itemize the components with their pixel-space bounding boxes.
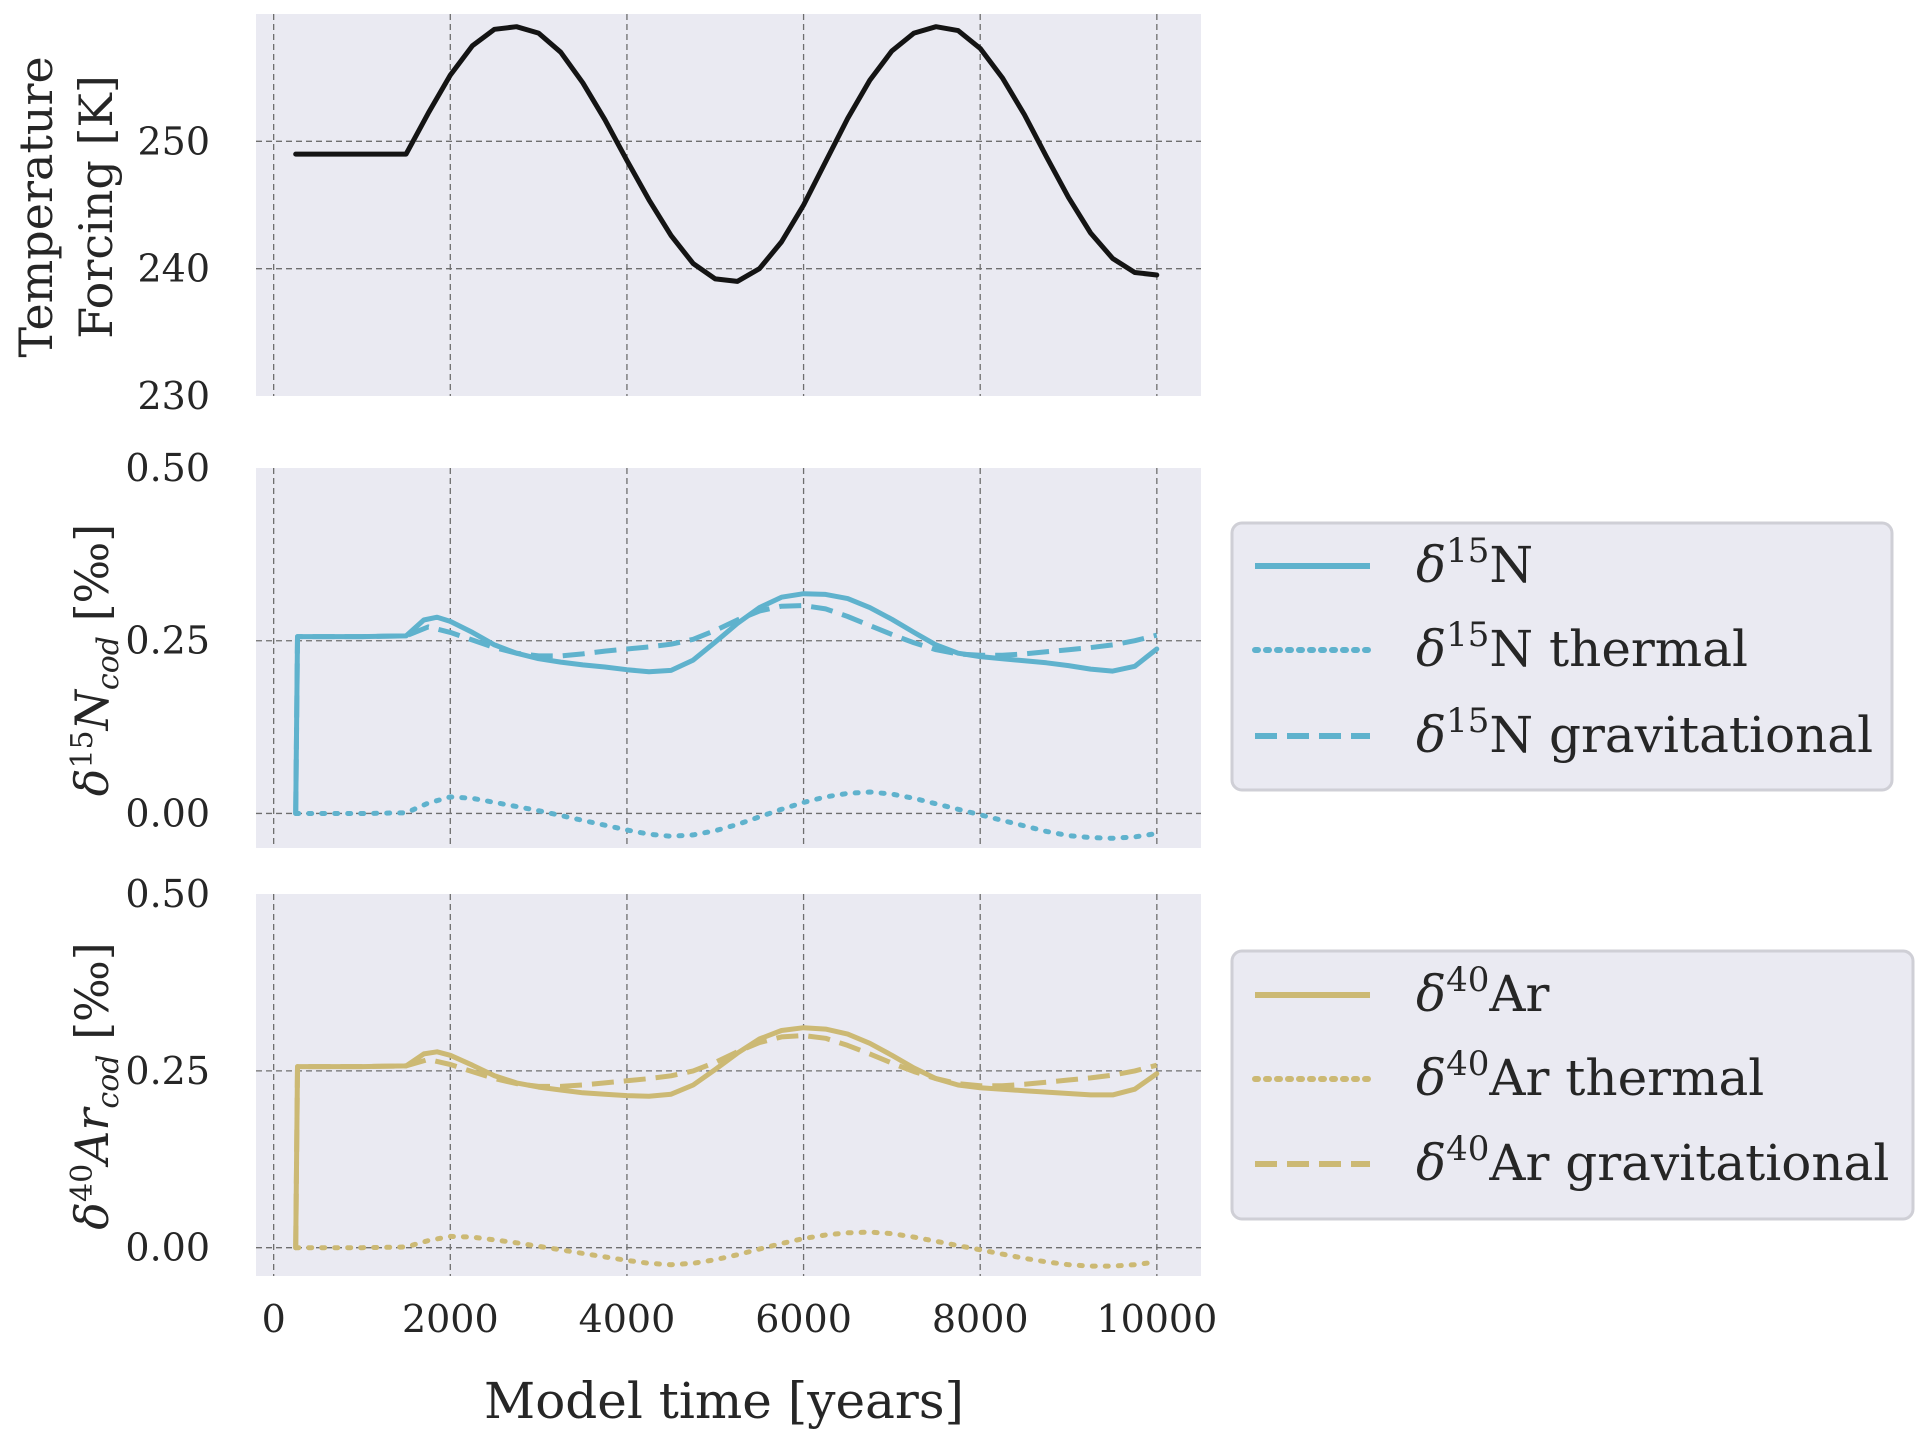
ylabel-temperature-line2: Forcing [K] bbox=[69, 75, 123, 339]
plot-area bbox=[256, 14, 1201, 396]
panel-d15n: 0.00 0.25 0.50 bbox=[125, 446, 1201, 848]
series-line-dashed bbox=[293, 603, 1158, 814]
x-tick-label: 8000 bbox=[932, 1297, 1029, 1341]
legend-d40ar-box bbox=[1230, 949, 1915, 1221]
y-tick-label: 0.50 bbox=[125, 872, 210, 916]
plot-area bbox=[256, 894, 1201, 1276]
ylabel-temperature-line1: Temperature bbox=[9, 56, 63, 357]
x-tick-label: 10000 bbox=[1096, 1297, 1217, 1341]
panel-temperature-forcing: 230 240 250 bbox=[137, 14, 1201, 418]
series-line-dotted bbox=[293, 1229, 1160, 1269]
legend-d40ar-grav-label: δ40Ar gravitational bbox=[1416, 1129, 1889, 1192]
x-tick-label: 4000 bbox=[579, 1297, 676, 1341]
y-tick-label: 240 bbox=[137, 247, 210, 291]
x-tick-label: 6000 bbox=[755, 1297, 852, 1341]
ylabel-d15n: δ15Ncod [‰] bbox=[65, 524, 126, 796]
xlabel: Model time [years] bbox=[484, 1372, 964, 1430]
y-tick-label: 230 bbox=[137, 374, 210, 418]
y-tick-label: 0.25 bbox=[125, 619, 210, 663]
y-tick-label: 0.25 bbox=[125, 1049, 210, 1093]
legend-d15n-label: δ15N bbox=[1416, 531, 1533, 594]
legend-d40ar-thermal-label: δ40Ar thermal bbox=[1416, 1044, 1764, 1107]
series-line-solid bbox=[293, 1025, 1160, 1251]
y-tick-label: 250 bbox=[137, 119, 210, 163]
ylabel-d40ar: δ40Arcod [‰] bbox=[65, 942, 126, 1229]
series-line-solid bbox=[293, 24, 1160, 284]
y-tick-label: 0.50 bbox=[125, 446, 210, 490]
legend-d15n: δ15N δ15N thermal δ15N gravitational bbox=[1230, 521, 1894, 792]
panel-d40ar: 0 2000 4000 6000 8000 10000 0.00 0.25 0.50 bbox=[125, 872, 1217, 1341]
legend-d15n-thermal-label: δ15N thermal bbox=[1416, 615, 1748, 678]
x-tick-label: 2000 bbox=[402, 1297, 499, 1341]
series-line-solid bbox=[293, 591, 1160, 816]
legend-d40ar-label: δ40Ar bbox=[1416, 960, 1549, 1023]
y-tick-label: 0.00 bbox=[125, 1226, 210, 1270]
series-line-dotted bbox=[293, 789, 1160, 841]
y-tick-label: 0.00 bbox=[125, 791, 210, 835]
legend-d15n-box bbox=[1230, 521, 1894, 792]
x-tick-label: 0 bbox=[262, 1297, 286, 1341]
plot-area bbox=[256, 468, 1201, 848]
legend-d40ar: δ40Ar δ40Ar thermal δ40Ar gravitational bbox=[1230, 949, 1915, 1221]
legend-d15n-grav-label: δ15N gravitational bbox=[1416, 701, 1873, 764]
